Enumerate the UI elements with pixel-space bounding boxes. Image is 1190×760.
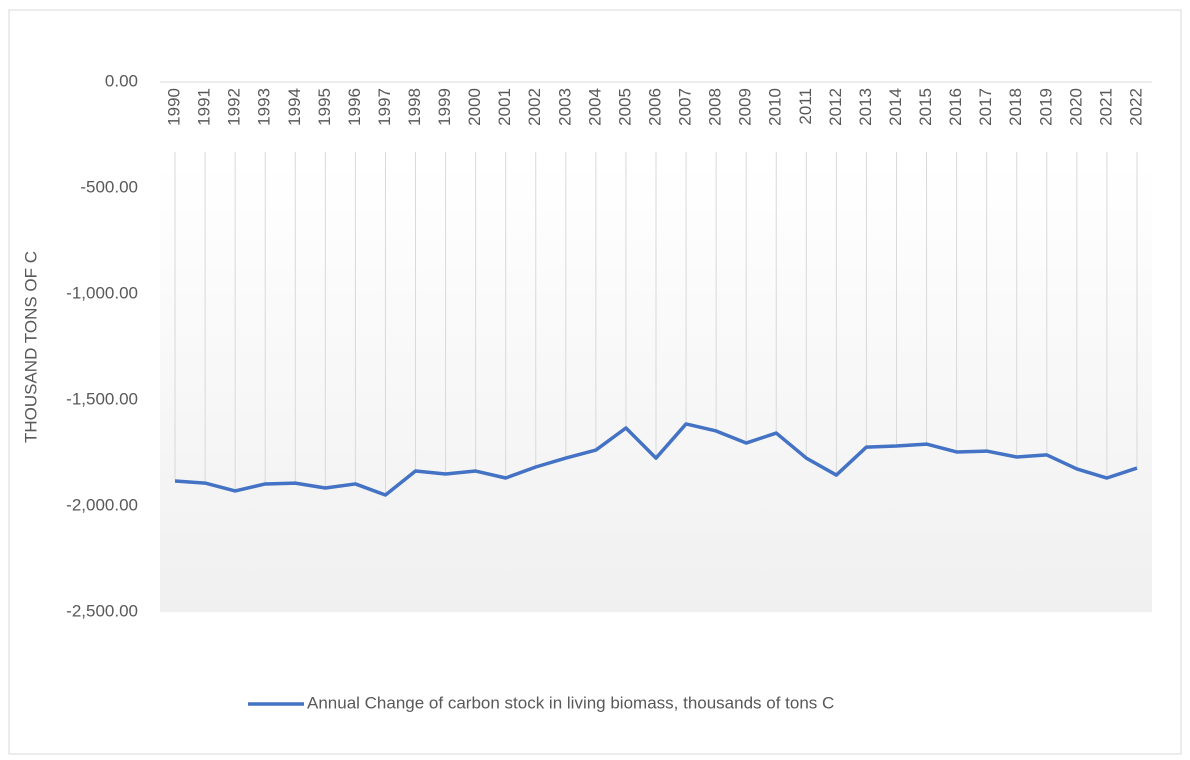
y-tick-label: -500.00	[80, 177, 138, 196]
x-tick-label: 1999	[435, 88, 454, 126]
x-tick-label: 1997	[375, 88, 394, 126]
y-tick-label: -1,000.00	[66, 283, 138, 302]
x-tick-label: 2014	[886, 88, 905, 126]
x-tick-label: 2021	[1096, 88, 1115, 126]
x-tick-label: 2013	[856, 88, 875, 126]
x-tick-label: 2010	[766, 88, 785, 126]
x-tick-label: 2020	[1066, 88, 1085, 126]
x-tick-label: 1998	[405, 88, 424, 126]
x-tick-label: 2019	[1036, 88, 1055, 126]
x-tick-label: 2007	[676, 88, 695, 126]
y-tick-label: 0.00	[105, 71, 138, 90]
y-tick-label: -2,000.00	[66, 495, 138, 514]
x-tick-label: 2022	[1126, 88, 1145, 126]
x-tick-label: 1994	[285, 88, 304, 126]
x-tick-label: 2017	[976, 88, 995, 126]
x-tick-label: 2006	[645, 88, 664, 126]
y-tick-label: -2,500.00	[66, 601, 138, 620]
x-tick-label: 2003	[555, 88, 574, 126]
x-tick-label: 2002	[525, 88, 544, 126]
x-tick-label: 1996	[345, 88, 364, 126]
x-tick-label: 2000	[465, 88, 484, 126]
legend-label: Annual Change of carbon stock in living …	[307, 693, 834, 712]
x-tick-label: 2005	[615, 88, 634, 126]
x-tick-label: 2008	[706, 88, 725, 126]
x-tick-label: 1993	[255, 88, 274, 126]
x-tick-label: 2001	[495, 88, 514, 126]
x-tick-label: 2016	[946, 88, 965, 126]
x-tick-label: 1991	[195, 88, 214, 126]
data-line	[174, 422, 1138, 497]
x-tick-label: 2015	[916, 88, 935, 126]
x-tick-label: 2018	[1006, 88, 1025, 126]
x-tick-label: 2009	[736, 88, 755, 126]
x-tick-label: 1992	[225, 88, 244, 126]
y-tick-label: -1,500.00	[66, 389, 138, 408]
x-tick-label: 1990	[165, 88, 184, 126]
x-tick-label: 2011	[796, 88, 815, 125]
x-tick-label: 2012	[826, 88, 845, 126]
x-tick-label: 2004	[585, 88, 604, 126]
x-tick-label: 1995	[315, 88, 334, 126]
y-axis-label: THOUSAND TONS OF C	[21, 251, 40, 443]
